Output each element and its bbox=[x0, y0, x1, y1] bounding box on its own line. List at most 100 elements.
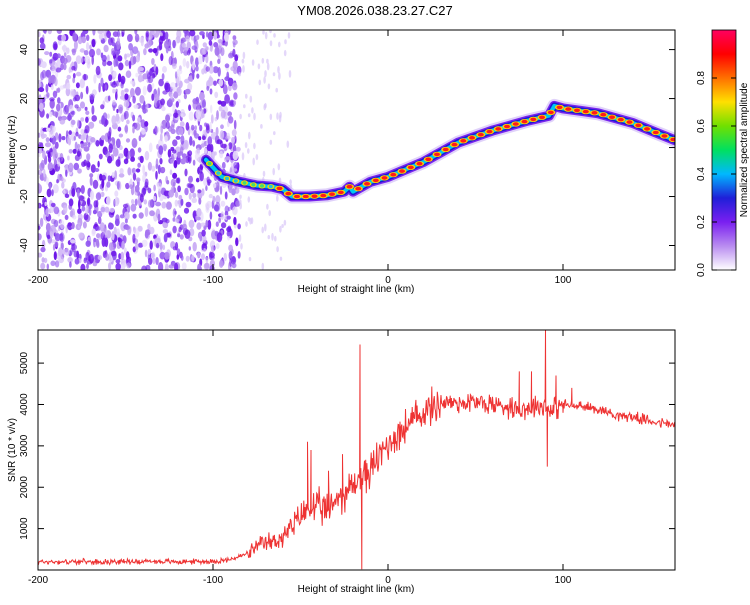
noise-speck bbox=[115, 138, 121, 149]
snr-series-line bbox=[38, 330, 675, 570]
snr-y-axis-label: SNR (10 * v/v) bbox=[7, 418, 18, 482]
noise-speck bbox=[98, 153, 103, 160]
noise-speck bbox=[277, 66, 280, 74]
noise-speck bbox=[53, 206, 60, 215]
noise-speck bbox=[190, 124, 195, 131]
noise-speck bbox=[74, 104, 79, 109]
noise-speck bbox=[215, 195, 221, 204]
noise-speck bbox=[182, 153, 187, 159]
noise-speck bbox=[267, 235, 271, 240]
noise-speck bbox=[134, 243, 139, 251]
noise-speck bbox=[232, 42, 236, 48]
noise-speck bbox=[205, 219, 209, 228]
noise-speck bbox=[262, 30, 265, 35]
noise-speck bbox=[124, 88, 129, 93]
y-tick-label: 4000 bbox=[19, 393, 30, 416]
noise-speck bbox=[224, 94, 231, 104]
noise-speck bbox=[195, 177, 200, 183]
noise-speck bbox=[214, 151, 217, 156]
noise-speck bbox=[66, 74, 72, 80]
noise-speck bbox=[205, 256, 209, 264]
noise-speck bbox=[202, 135, 206, 141]
noise-speck bbox=[50, 202, 56, 208]
noise-speck bbox=[200, 143, 205, 148]
noise-speck bbox=[164, 31, 169, 40]
noise-speck bbox=[176, 86, 182, 96]
noise-speck bbox=[64, 193, 70, 198]
noise-speck bbox=[215, 201, 221, 212]
noise-speck bbox=[70, 239, 76, 244]
noise-speck bbox=[40, 246, 46, 253]
noise-speck bbox=[172, 63, 177, 69]
y-tick-label: 1000 bbox=[19, 517, 30, 540]
track-blob-core bbox=[512, 122, 519, 126]
noise-speck bbox=[168, 264, 175, 269]
x-tick-label: 100 bbox=[555, 275, 572, 286]
noise-speck bbox=[196, 222, 202, 230]
noise-speck bbox=[144, 178, 149, 188]
noise-speck bbox=[102, 59, 107, 67]
figure-title: YM08.2026.038.23.27.C27 bbox=[297, 3, 452, 18]
noise-speck bbox=[152, 257, 156, 265]
noise-speck bbox=[125, 251, 130, 260]
noise-speck bbox=[199, 124, 203, 132]
noise-speck bbox=[59, 85, 65, 90]
noise-speck bbox=[231, 255, 236, 263]
track-blob-core bbox=[425, 157, 432, 162]
noise-speck bbox=[226, 215, 231, 220]
noise-speck bbox=[187, 82, 193, 91]
noise-speck bbox=[218, 217, 221, 222]
noise-speck bbox=[100, 204, 106, 215]
noise-speck bbox=[252, 157, 255, 166]
noise-speck bbox=[91, 115, 97, 122]
noise-speck bbox=[75, 55, 82, 64]
track-blob-core bbox=[539, 115, 545, 120]
noise-speck bbox=[145, 229, 151, 236]
noise-speck bbox=[120, 114, 125, 122]
noise-speck bbox=[125, 138, 131, 143]
noise-speck bbox=[188, 111, 194, 121]
noise-speck bbox=[226, 144, 230, 150]
noise-speck bbox=[247, 196, 251, 203]
noise-speck bbox=[112, 31, 119, 37]
noise-speck bbox=[144, 249, 148, 258]
noise-speck bbox=[143, 48, 147, 56]
noise-speck bbox=[123, 100, 130, 108]
noise-speck bbox=[93, 74, 97, 84]
noise-speck bbox=[46, 177, 49, 185]
spectrogram-data bbox=[38, 30, 675, 270]
noise-speck bbox=[38, 94, 42, 101]
noise-speck bbox=[47, 162, 54, 172]
noise-speck bbox=[134, 198, 138, 206]
noise-speck bbox=[71, 65, 76, 71]
noise-speck bbox=[152, 73, 156, 79]
noise-speck bbox=[89, 176, 93, 186]
noise-speck bbox=[143, 199, 148, 205]
noise-speck bbox=[125, 182, 130, 190]
noise-speck bbox=[172, 172, 178, 179]
noise-speck bbox=[251, 107, 254, 114]
noise-speck bbox=[126, 34, 133, 42]
noise-speck bbox=[48, 74, 52, 85]
noise-speck bbox=[132, 213, 137, 219]
spectrogram-frame bbox=[37, 29, 676, 271]
y-tick-label: 5000 bbox=[19, 352, 30, 375]
noise-speck bbox=[53, 43, 58, 50]
track-blob-core bbox=[390, 172, 397, 177]
noise-speck bbox=[41, 61, 47, 69]
noise-speck bbox=[237, 223, 241, 230]
noise-speck bbox=[202, 235, 207, 243]
track-blob-core bbox=[451, 142, 458, 147]
noise-speck bbox=[217, 66, 221, 77]
noise-speck bbox=[217, 58, 221, 64]
noise-speck bbox=[197, 55, 203, 65]
noise-speck bbox=[58, 247, 63, 257]
noise-speck bbox=[59, 235, 64, 241]
noise-speck bbox=[191, 45, 198, 50]
noise-speck bbox=[206, 200, 213, 209]
noise-speck bbox=[132, 233, 136, 244]
noise-speck bbox=[170, 94, 174, 100]
noise-speck bbox=[248, 131, 251, 140]
spectrogram-x-axis-label: Height of straight line (km) bbox=[298, 284, 415, 295]
noise-speck bbox=[165, 114, 171, 122]
